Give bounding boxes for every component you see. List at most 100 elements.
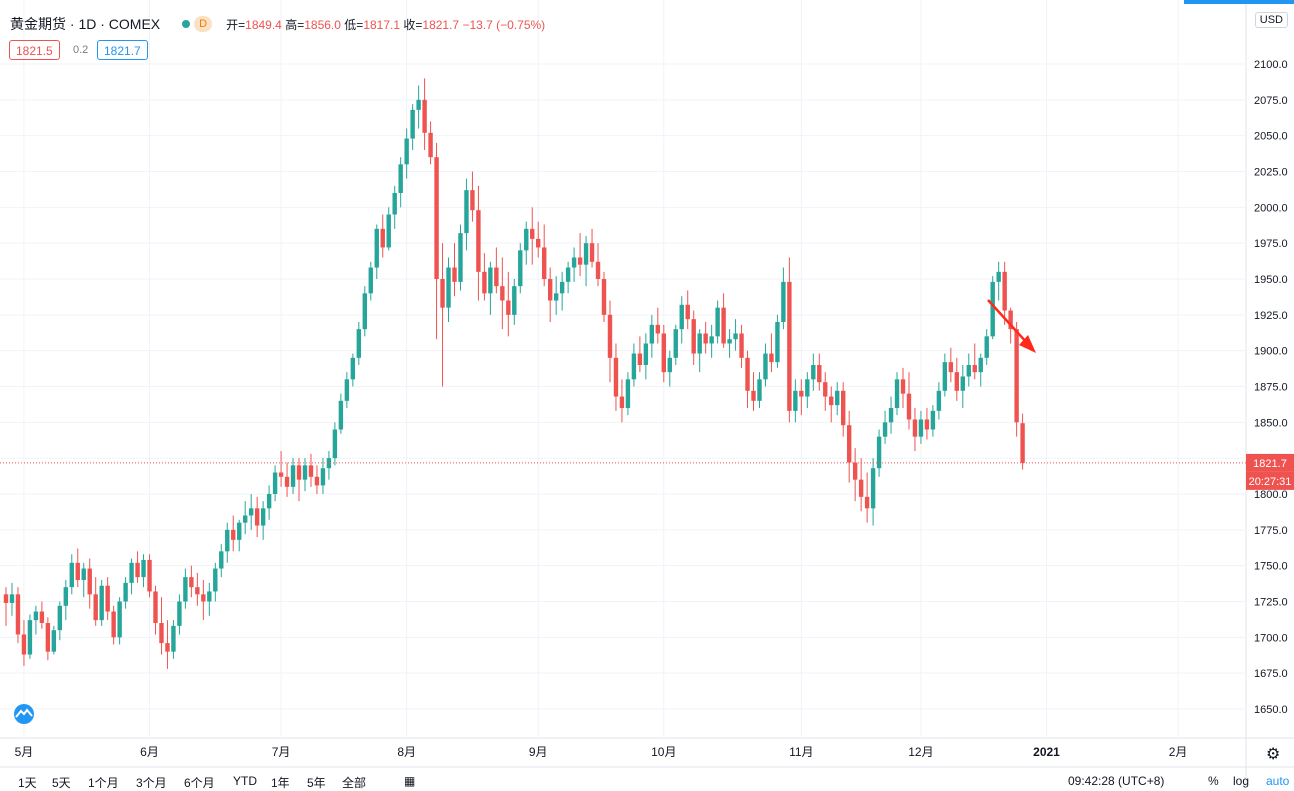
candle-body [153,591,158,623]
countdown-label: 20:27:31 [1249,476,1292,488]
range-all[interactable]: 全部 [342,776,367,790]
x-tick-label: 11月 [789,745,813,759]
legend-header: 黄金期货 · 1D · COMEX D 开=1849.4 高=1856.0 低=… [10,14,545,34]
candle-body [326,458,332,469]
candle-body [308,465,314,477]
candle-body [69,562,74,588]
candle-body [248,508,254,516]
candle-body [488,267,493,294]
candle-body [344,379,350,401]
candle-body [350,357,356,380]
candle-body [1008,310,1013,330]
candle-body [817,365,822,383]
candle-body [494,267,499,287]
y-tick-label: 2050.0 [1254,131,1288,143]
sell-price-button[interactable]: 1821.5 [9,40,60,60]
time-axis[interactable]: 5月 6月 7月 8月 9月 10月 11月 12月 2021 2月 [15,745,1188,759]
candle-body [864,496,870,509]
candle-body [936,390,942,411]
candle-body [781,281,786,322]
candle-body [392,193,397,215]
y-tick-label: 1975.0 [1254,238,1288,250]
range-5y[interactable]: 5年 [307,776,326,790]
clock-time[interactable]: 09:42:28 (UTC+8) [1068,774,1165,788]
x-tick-label: 12月 [908,745,933,759]
candle-body [948,362,954,373]
annotation-arrow-shaft [987,299,1029,345]
candle-body [189,577,194,588]
x-tick-label: 7月 [272,745,291,759]
candle-body [314,476,320,486]
x-tick-label: 8月 [397,745,416,759]
candle-body [266,494,272,509]
range-ytd[interactable]: YTD [233,774,257,788]
last-price-tag [1246,453,1294,472]
candle-body [440,279,445,308]
range-1d[interactable]: 1天 [18,776,37,790]
candle-body [39,611,45,623]
candles [3,78,1025,669]
price-axis[interactable]: 1650.0 1675.0 1700.0 1725.0 1750.0 1775.0 1800… [1254,59,1288,716]
candle-body [547,279,553,301]
candle-body [171,625,176,652]
candle-body [835,390,840,406]
y-tick-label: 2075.0 [1254,95,1288,107]
candle-body [882,422,888,437]
ohlc-values: 开=1849.4 高=1856.0 低=1817.1 收=1821.7 −13.… [226,17,546,32]
log-toggle[interactable]: log [1233,774,1250,788]
candle-body [362,293,367,330]
candle-body [380,228,385,248]
candle-body [117,601,122,638]
candle-body [21,634,27,655]
candle-body [811,365,816,380]
x-tick-label: 10月 [651,745,676,759]
candle-body [237,522,242,540]
candle-body [990,281,995,337]
candle-body [518,250,523,287]
interval-badge[interactable]: D [194,16,213,32]
range-3m[interactable]: 3个月 [136,776,167,790]
candle-body [697,333,702,354]
buy-price-button[interactable]: 1821.7 [97,40,148,60]
candle-body [966,365,971,377]
auto-toggle[interactable]: auto [1266,774,1290,788]
candle-body [500,286,505,301]
currency-button[interactable]: USD [1254,12,1288,28]
candle-body [829,396,834,406]
candle-body [3,594,9,603]
gear-icon[interactable]: ⚙ [1266,746,1281,763]
range-1y[interactable]: 1年 [271,776,290,790]
countdown-tag [1246,471,1294,490]
candle-body [165,643,170,652]
symbol-title[interactable]: 黄金期货 · 1D · COMEX [10,16,161,32]
calendar-icon[interactable]: ▦ [404,774,416,788]
candle-body [984,336,989,358]
range-6m[interactable]: 6个月 [184,776,215,790]
candle-body [278,472,284,477]
candle-body [643,343,649,365]
candle-body [45,623,51,652]
candle-body [111,611,116,638]
candle-body [930,410,936,430]
last-price-label: 1821.7 [1253,458,1287,470]
tradingview-logo-icon[interactable] [9,703,39,725]
candle-body [751,390,756,401]
candle-body [410,109,415,139]
candle-body [775,322,780,363]
candle-body [655,324,661,334]
range-5d[interactable]: 5天 [52,776,71,790]
annotation-layer: 1821.7 20:27:31 [0,299,1294,490]
range-1m[interactable]: 1个月 [88,776,119,790]
candle-body [374,228,379,268]
percent-toggle[interactable]: % [1208,774,1219,788]
candle-body [876,436,882,469]
candle-body [894,379,900,408]
candle-body [27,620,33,655]
y-tick-label: 1950.0 [1254,274,1288,286]
candle-body [577,257,583,265]
candle-body [290,465,296,487]
candle-body [75,562,80,580]
candle-body [416,99,421,110]
x-tick-label: 2月 [1169,745,1188,759]
